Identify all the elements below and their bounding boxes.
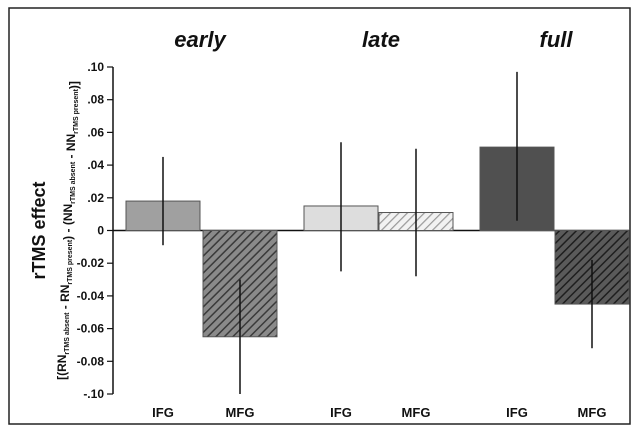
formula-subscript: rTMS absent	[70, 161, 77, 204]
category-label-MFG: MFG	[226, 405, 255, 420]
formula-text: )]	[67, 81, 81, 89]
category-label-IFG: IFG	[152, 405, 174, 420]
category-label-IFG: IFG	[506, 405, 528, 420]
formula-subscript: rTMS present	[73, 88, 80, 133]
y-tick-label: -0.02	[77, 256, 105, 270]
formula-text: - NN	[64, 134, 78, 162]
formula-text: ) - (NN	[61, 204, 75, 240]
y-tick-label: .06	[87, 125, 104, 139]
labels-group: .10 .08 .06 .04 .02 0 -0.02 -0.04 -0.06 -0.08 -.10…	[29, 27, 606, 420]
category-label-MFG: MFG	[402, 405, 431, 420]
error-bars-group	[162, 71, 593, 394]
panel-title-late: late	[362, 27, 400, 52]
y-tick-label: -.10	[83, 387, 104, 401]
panel-title-full: full	[540, 27, 574, 52]
formula-text: [(RN	[55, 355, 69, 380]
figure-frame	[8, 7, 631, 425]
category-label-MFG: MFG	[578, 405, 607, 420]
y-tick-label: 0	[97, 224, 104, 238]
formula-text: - RN	[58, 285, 72, 313]
y-tick-label: -0.06	[77, 322, 105, 336]
y-tick-label: -0.04	[77, 289, 105, 303]
y-tick-label: .08	[87, 93, 104, 107]
y-axis-formula: [(RNrTMS absent - RNrTMS present) - (NNr…	[55, 81, 81, 380]
bars-group	[125, 146, 630, 338]
formula-subscript: rTMS present	[67, 239, 74, 284]
y-tick-label: .04	[87, 158, 104, 172]
y-tick-label: .02	[87, 191, 104, 205]
y-tick-label: -0.08	[77, 354, 105, 368]
y-tick-label: .10	[87, 60, 104, 74]
panel-title-early: early	[174, 27, 227, 52]
y-axis-label: rTMS effect	[29, 181, 49, 279]
formula-subscript: rTMS absent	[64, 312, 71, 355]
category-label-IFG: IFG	[330, 405, 352, 420]
